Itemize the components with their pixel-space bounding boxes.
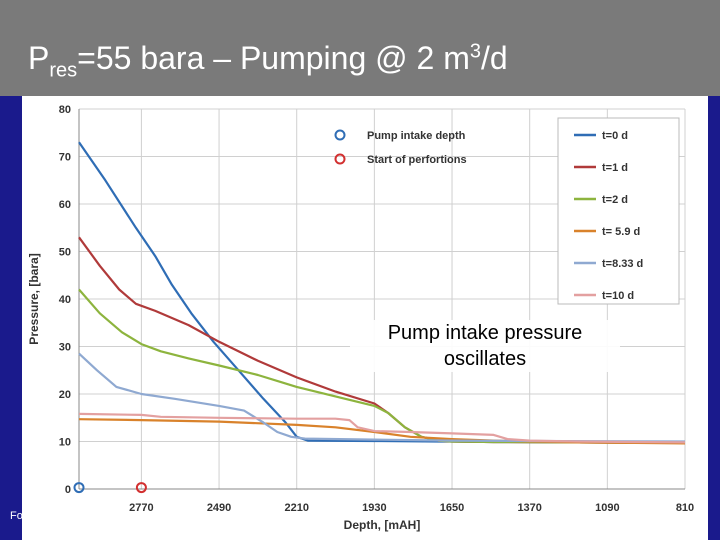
left-border [0, 96, 22, 540]
x-tick-label: 1650 [440, 502, 464, 514]
x-tick-label: 2490 [207, 502, 231, 514]
marker-1 [135, 482, 147, 494]
x-tick-label: 2770 [129, 502, 153, 514]
footer-text: Fo [10, 510, 23, 522]
series-line-4 [78, 352, 686, 443]
y-tick-label: 20 [59, 389, 71, 401]
y-tick-label: 60 [59, 199, 71, 211]
legend-box [557, 117, 680, 305]
chart-panel: 0 10 20 30 40 50 60 70 80 2770 2490 2210 1930 1650 137… [22, 96, 708, 540]
marker-legend-symbol [334, 129, 346, 141]
chart-annotation: Pump intake pressure oscillates [350, 320, 620, 372]
legend-label: t=1 d [602, 162, 628, 174]
legend-label: t=8.33 d [602, 258, 643, 270]
y-tick-label: 0 [65, 484, 71, 496]
marker-0 [73, 482, 85, 494]
marker-legend-label: Start of perfortions [367, 154, 467, 166]
slide-header: Pres=55 bara – Pumping @ 2 m3/d [0, 0, 720, 96]
x-axis-label: Depth, [mAH] [344, 518, 421, 532]
y-axis-label: Pressure, [bara] [27, 253, 41, 344]
right-border [708, 96, 720, 540]
slide-title: Pres=55 bara – Pumping @ 2 m3/d [28, 40, 508, 82]
x-tick-label: 2210 [284, 502, 308, 514]
x-tick-label: 1370 [517, 502, 541, 514]
y-tick-label: 50 [59, 247, 71, 259]
annotation-line-2: oscillates [443, 348, 527, 370]
marker-legend-symbol [334, 153, 346, 165]
y-tick-label: 30 [59, 342, 71, 354]
y-tick-label: 70 [59, 152, 71, 164]
x-tick-label: 1930 [362, 502, 386, 514]
y-tick-label: 10 [59, 437, 71, 449]
pressure-depth-chart: 0 10 20 30 40 50 60 70 80 2770 2490 2210 1930 1650 137… [27, 104, 694, 532]
legend-label: t=2 d [602, 194, 628, 206]
legend-label: t=10 d [602, 290, 634, 302]
x-tick-label: 810 [676, 502, 694, 514]
legend-label: t=0 d [602, 130, 628, 142]
x-tick-label: 1090 [595, 502, 619, 514]
legend-label: t= 5.9 d [602, 226, 640, 238]
marker-legend-label: Pump intake depth [367, 130, 466, 142]
y-tick-label: 40 [59, 294, 71, 306]
annotation-line-1: Pump intake pressure [387, 322, 583, 344]
y-tick-label: 80 [59, 104, 71, 116]
series-line-5 [78, 412, 686, 444]
